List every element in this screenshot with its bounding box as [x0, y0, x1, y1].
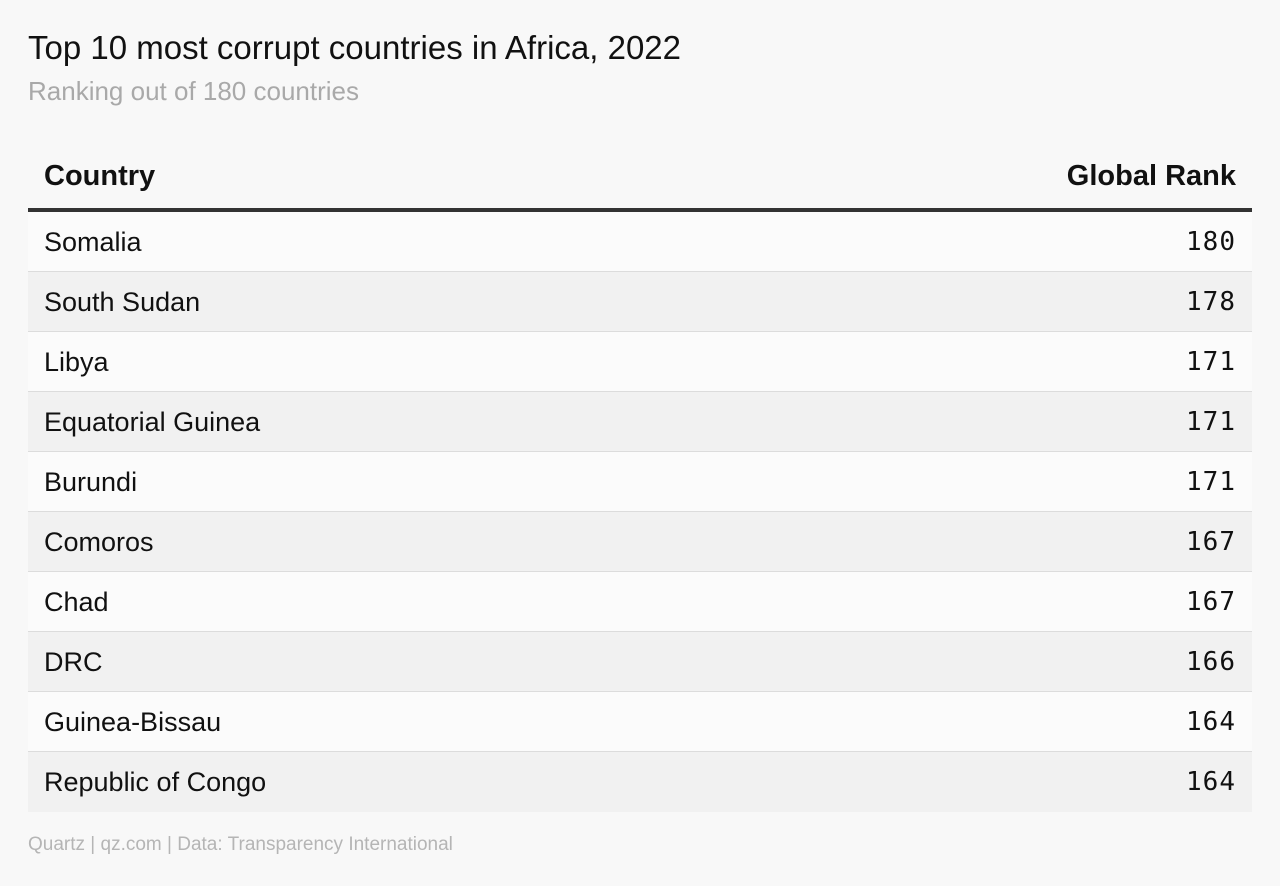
- table-header: Country Global Rank: [28, 140, 1252, 212]
- table-row: DRC 166: [28, 632, 1252, 692]
- global-rank-cell: 171: [1186, 347, 1236, 377]
- column-header-country: Country: [44, 160, 156, 192]
- global-rank-cell: 166: [1186, 647, 1236, 677]
- table-row: Comoros 167: [28, 512, 1252, 572]
- ranking-table: Country Global Rank Somalia 180 South Suda…: [28, 140, 1252, 812]
- country-cell: Equatorial Guinea: [44, 407, 261, 437]
- global-rank-cell: 178: [1186, 287, 1236, 317]
- global-rank-cell: 164: [1186, 707, 1236, 737]
- global-rank-cell: 180: [1186, 227, 1236, 257]
- table-row: Burundi 171: [28, 452, 1252, 512]
- global-rank-cell: 164: [1186, 767, 1236, 797]
- table-row: Libya 171: [28, 332, 1252, 392]
- chart-title: Top 10 most corrupt countries in Africa,…: [28, 29, 682, 66]
- global-rank-cell: 171: [1186, 467, 1236, 497]
- table-row: South Sudan 178: [28, 272, 1252, 332]
- country-cell: Burundi: [44, 467, 138, 497]
- country-cell: DRC: [44, 647, 103, 677]
- country-cell: Somalia: [44, 227, 142, 257]
- source-footer: Quartz | qz.com | Data: Transparency Int…: [28, 834, 453, 855]
- country-cell: Chad: [44, 587, 109, 617]
- country-cell: Republic of Congo: [44, 767, 267, 797]
- country-cell: South Sudan: [44, 287, 201, 317]
- country-cell: Guinea-Bissau: [44, 707, 222, 737]
- table-row: Republic of Congo 164: [28, 752, 1252, 812]
- table-row: Chad 167: [28, 572, 1252, 632]
- global-rank-cell: 167: [1186, 587, 1236, 617]
- table-row: Guinea-Bissau 164: [28, 692, 1252, 752]
- table-body: Somalia 180 South Sudan 178 Libya 171 Equatori…: [28, 212, 1252, 812]
- column-header-global-rank: Global Rank: [1066, 160, 1236, 192]
- country-cell: Comoros: [44, 527, 154, 557]
- country-cell: Libya: [44, 347, 109, 377]
- table-row: Equatorial Guinea 171: [28, 392, 1252, 452]
- global-rank-cell: 167: [1186, 527, 1236, 557]
- global-rank-cell: 171: [1186, 407, 1236, 437]
- chart-subtitle: Ranking out of 180 countries: [28, 76, 359, 106]
- table-row: Somalia 180: [28, 212, 1252, 272]
